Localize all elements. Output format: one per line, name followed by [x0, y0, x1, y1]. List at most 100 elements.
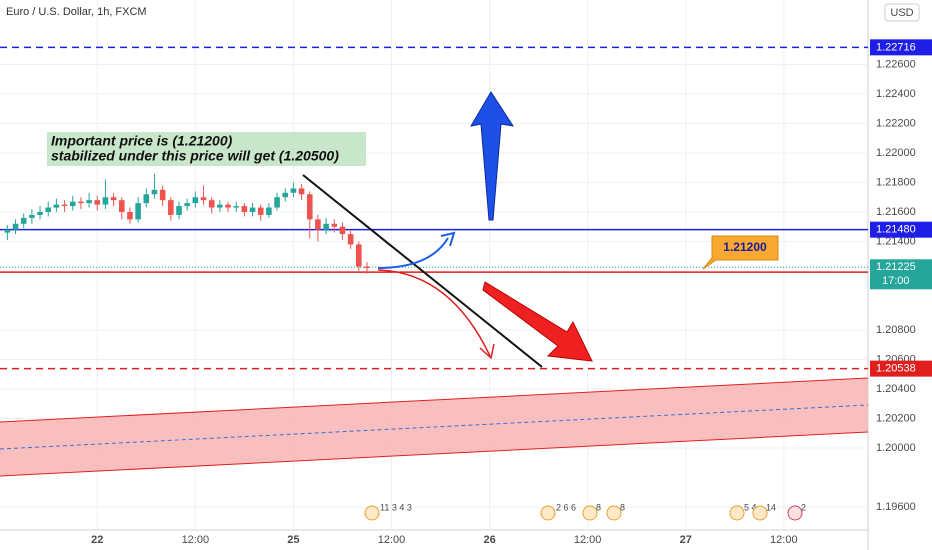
- y-tick-label: 1.20800: [876, 324, 916, 336]
- levels: [0, 46, 868, 370]
- event-icon: [606, 505, 622, 521]
- candle-body: [257, 207, 264, 215]
- candle-body: [159, 189, 166, 201]
- candle-body: [192, 197, 199, 204]
- x-tick-label: 26: [483, 534, 495, 546]
- countdown: 17:00: [882, 275, 910, 287]
- up-arrow: [470, 91, 515, 221]
- y-tick-label: 1.21800: [876, 176, 916, 188]
- candle-body: [61, 204, 68, 207]
- chart-title: Euro / U.S. Dollar, 1h, FXCM: [6, 6, 147, 18]
- level-badge: [870, 221, 932, 238]
- candle-body: [274, 197, 280, 208]
- level-label: 1.21480: [876, 224, 916, 236]
- candle-body: [282, 192, 289, 198]
- x-tick-label: 12:00: [574, 534, 602, 546]
- y-tick-label: 1.19600: [876, 501, 916, 513]
- candle-body: [347, 234, 354, 245]
- x-tick-label: 22: [91, 534, 103, 546]
- event-icon: [729, 505, 745, 521]
- last-price-label: 1.21225: [876, 261, 916, 273]
- level-badge: [870, 360, 932, 377]
- candle-body: [339, 226, 346, 235]
- y-tick-label: 1.22600: [876, 58, 916, 70]
- currency-badge: [884, 3, 920, 22]
- candle-body: [266, 207, 272, 215]
- candle-body: [217, 204, 223, 208]
- candle-body: [356, 244, 362, 267]
- event-label: 8: [620, 502, 625, 512]
- events: 11 3 4 3 2 6 6 8 8 5 4 14 2: [364, 502, 806, 521]
- level-label: 1.22716: [876, 41, 916, 53]
- candle-body: [78, 201, 84, 204]
- candle-body: [69, 201, 76, 207]
- candle-body: [135, 203, 141, 220]
- event-label: 5 4: [744, 502, 757, 512]
- candle-body: [323, 223, 329, 230]
- candle-body: [168, 200, 174, 215]
- blue-curve: [377, 237, 449, 269]
- red-curve: [377, 269, 491, 357]
- event-icon: [364, 505, 380, 521]
- event-icon: [787, 505, 803, 521]
- x-tick-label: 12:00: [378, 534, 406, 546]
- y-tick-label: 1.22400: [876, 88, 916, 100]
- candle-body: [86, 200, 92, 204]
- candle-body: [306, 194, 313, 220]
- y-tick-label: 1.20200: [876, 412, 916, 424]
- candle-body: [102, 197, 109, 205]
- candle-body: [20, 217, 27, 224]
- event-label: 2: [801, 502, 806, 512]
- candle-body: [110, 197, 117, 201]
- candle-body: [118, 200, 125, 212]
- y-tick-label: 1.20400: [876, 383, 916, 395]
- note-line: Important price is (1.21200): [51, 133, 233, 149]
- candle-body: [241, 206, 248, 212]
- candle-body: [290, 188, 297, 193]
- candle-body: [94, 200, 101, 205]
- note-box: [47, 132, 366, 166]
- trend-line: [302, 174, 543, 368]
- y-tick-label: 1.20000: [876, 442, 916, 454]
- candle-body: [208, 200, 215, 208]
- candle-body: [233, 206, 240, 208]
- candles: [4, 173, 370, 274]
- channel-mid: [0, 404, 869, 450]
- channel-bottom: [0, 431, 869, 477]
- event-icon: [582, 505, 598, 521]
- event-label: 14: [766, 502, 776, 512]
- channel-top: [0, 377, 869, 423]
- y-tick-label: 1.21600: [876, 206, 916, 218]
- candle-body: [12, 223, 19, 230]
- candle-body: [143, 194, 150, 204]
- candle-body: [151, 189, 158, 195]
- down-arrow: [482, 281, 593, 362]
- candle-body: [200, 197, 207, 201]
- candle-body: [364, 266, 370, 269]
- x-tick-label: 27: [680, 534, 692, 546]
- candle-body: [45, 207, 52, 212]
- candle-body: [29, 214, 35, 218]
- note-line: stabilized under this price will get (1.…: [51, 148, 339, 164]
- candle-body: [298, 188, 305, 195]
- callout-text: 1.21200: [723, 240, 767, 254]
- currency: USD: [890, 7, 913, 19]
- x-tick-label: 25: [287, 534, 299, 546]
- candle-body: [127, 211, 133, 220]
- candle-body: [331, 223, 338, 227]
- level-label: 1.20538: [876, 363, 916, 375]
- event-label: 8: [596, 502, 601, 512]
- red-curve-head: [479, 343, 495, 360]
- candle-body: [37, 211, 43, 215]
- callout-box: [702, 235, 779, 270]
- blue-curve-head: [440, 231, 456, 247]
- candle-body: [225, 204, 231, 208]
- candle-body: [249, 207, 256, 212]
- y-tick-label: 1.22200: [876, 117, 916, 129]
- y-tick-label: 1.22000: [876, 147, 916, 159]
- candle-body: [315, 219, 321, 230]
- candle-body: [4, 229, 11, 233]
- y-tick-label: 1.21400: [876, 235, 916, 247]
